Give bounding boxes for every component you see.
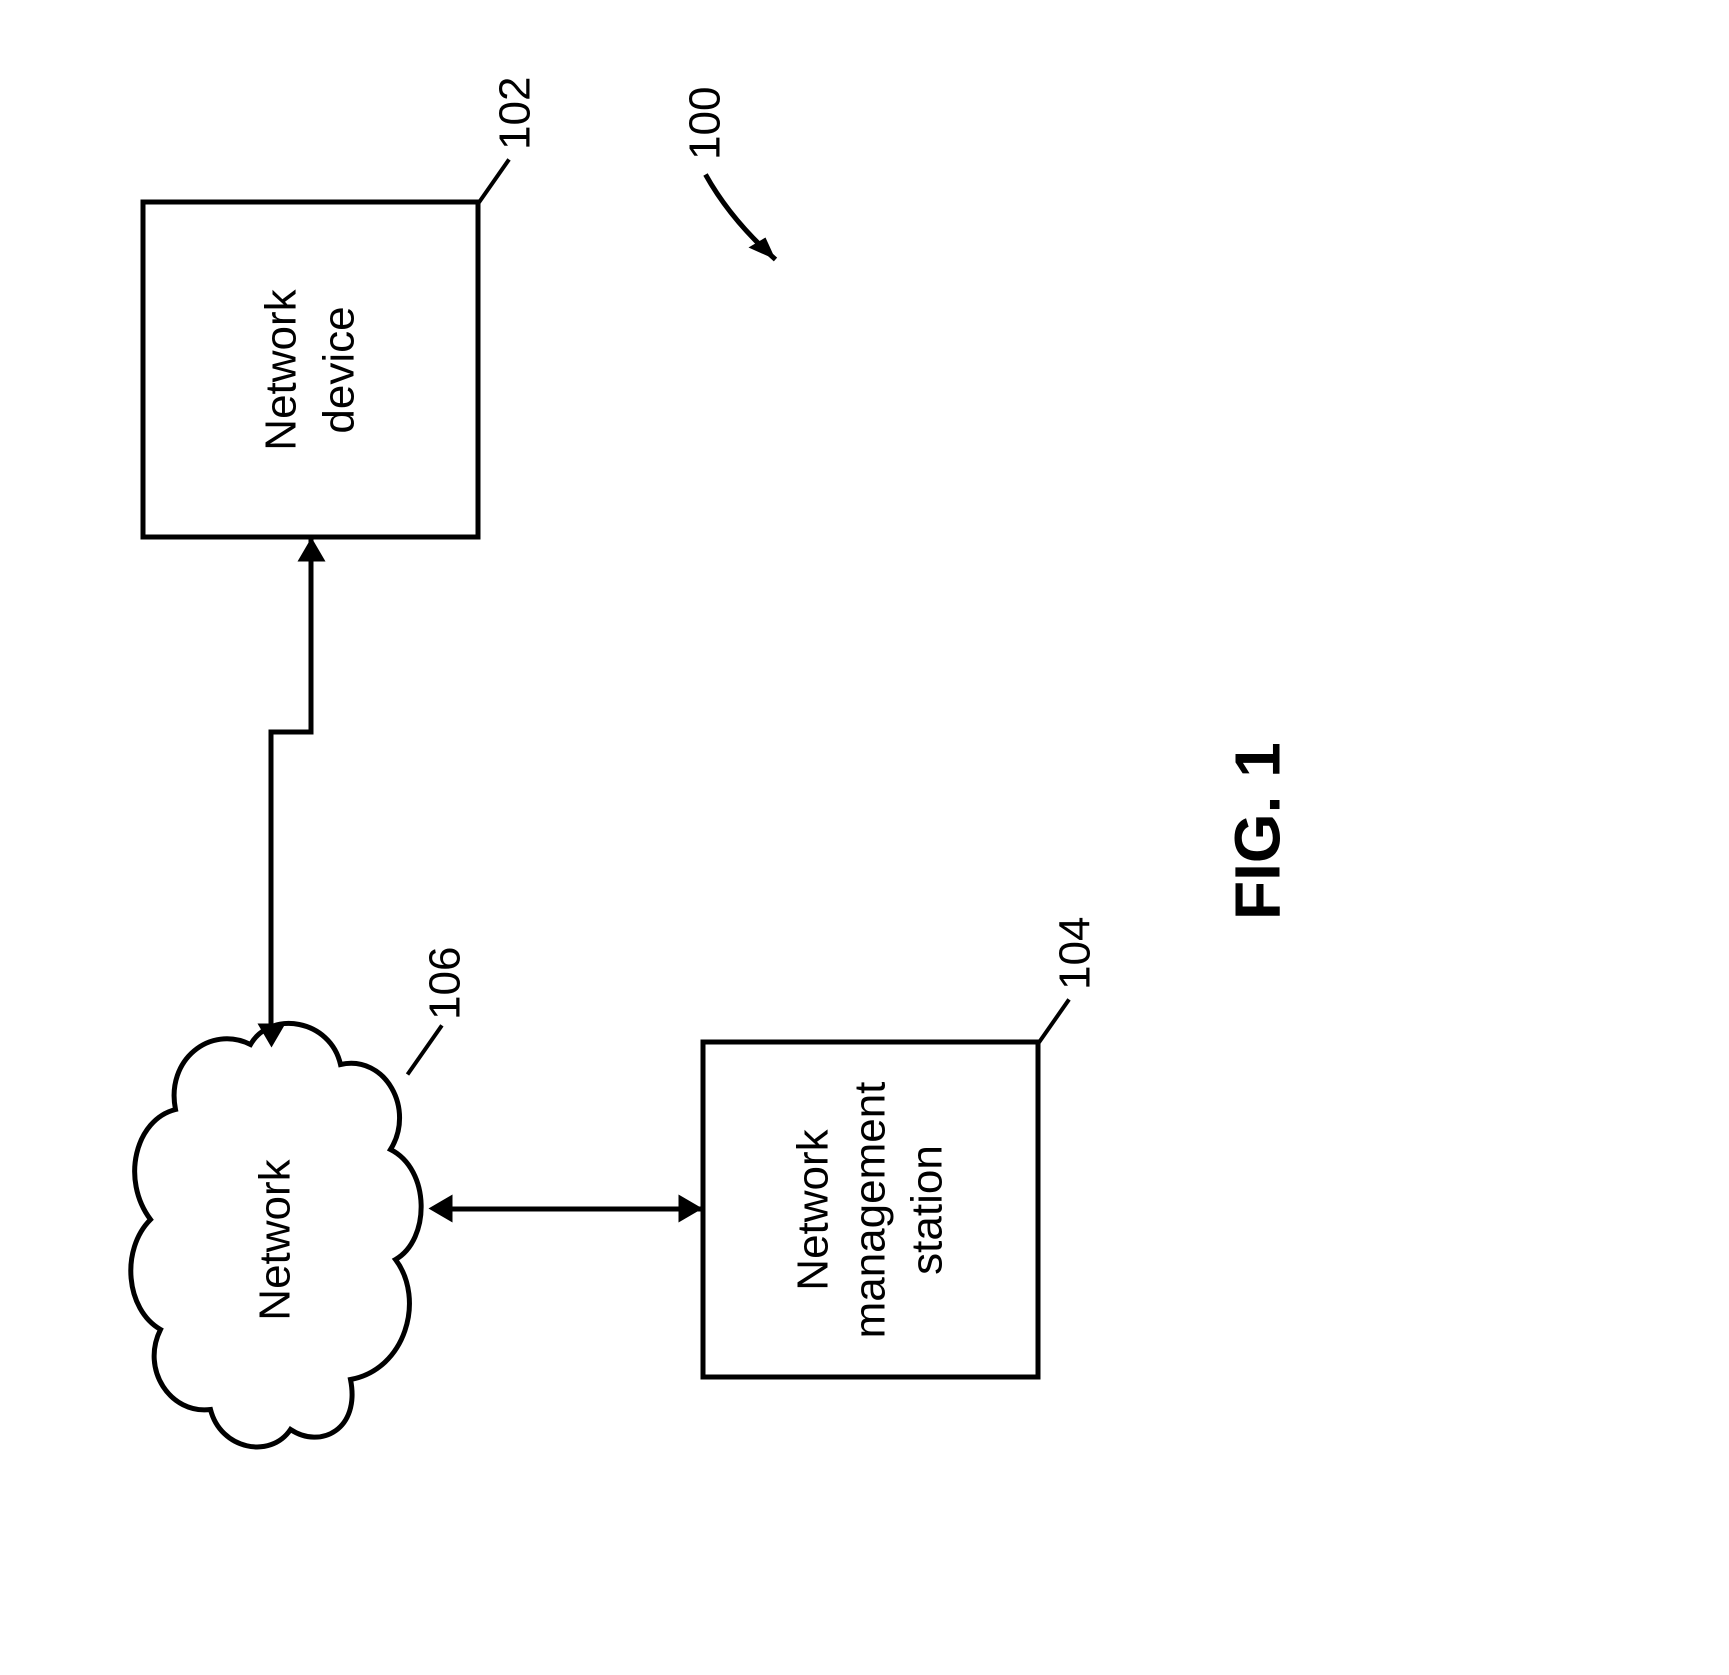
edge-network-nms-arrow-up: [428, 1195, 452, 1223]
figure-ref-indicator: [690, 150, 800, 290]
edge-network-device-h2: [308, 540, 313, 735]
device-ref: 102: [490, 77, 540, 150]
diagram-canvas: Network 106 Network management station 1…: [0, 0, 1729, 1620]
edge-network-nms-arrow-down: [678, 1195, 702, 1223]
network-cloud-label: Network: [250, 1140, 300, 1340]
edge-network-nms-line: [440, 1207, 700, 1212]
network-ref: 106: [420, 947, 470, 1020]
edge-network-device-h1: [268, 730, 273, 1030]
nms-label: Network management station: [784, 1082, 956, 1339]
edge-network-device-arrow-right: [297, 538, 325, 562]
figure-ref-number: 100: [680, 87, 730, 160]
nms-ref: 104: [1050, 917, 1100, 990]
nms-callout-line: [1035, 999, 1070, 1046]
device-label: Network device: [253, 289, 367, 450]
figure-caption: FIG. 1: [1220, 742, 1294, 920]
device-label-line1: Network device: [257, 289, 363, 450]
nms-label-line1: Network management station: [788, 1082, 951, 1339]
diagram-container: Network 106 Network management station 1…: [55, 0, 1675, 1675]
edge-network-device-v: [268, 730, 310, 735]
edge-network-device-arrow-left: [257, 1024, 285, 1048]
nms-box: Network management station: [700, 1040, 1040, 1380]
device-box: Network device: [140, 200, 480, 540]
device-callout-line: [475, 159, 510, 206]
